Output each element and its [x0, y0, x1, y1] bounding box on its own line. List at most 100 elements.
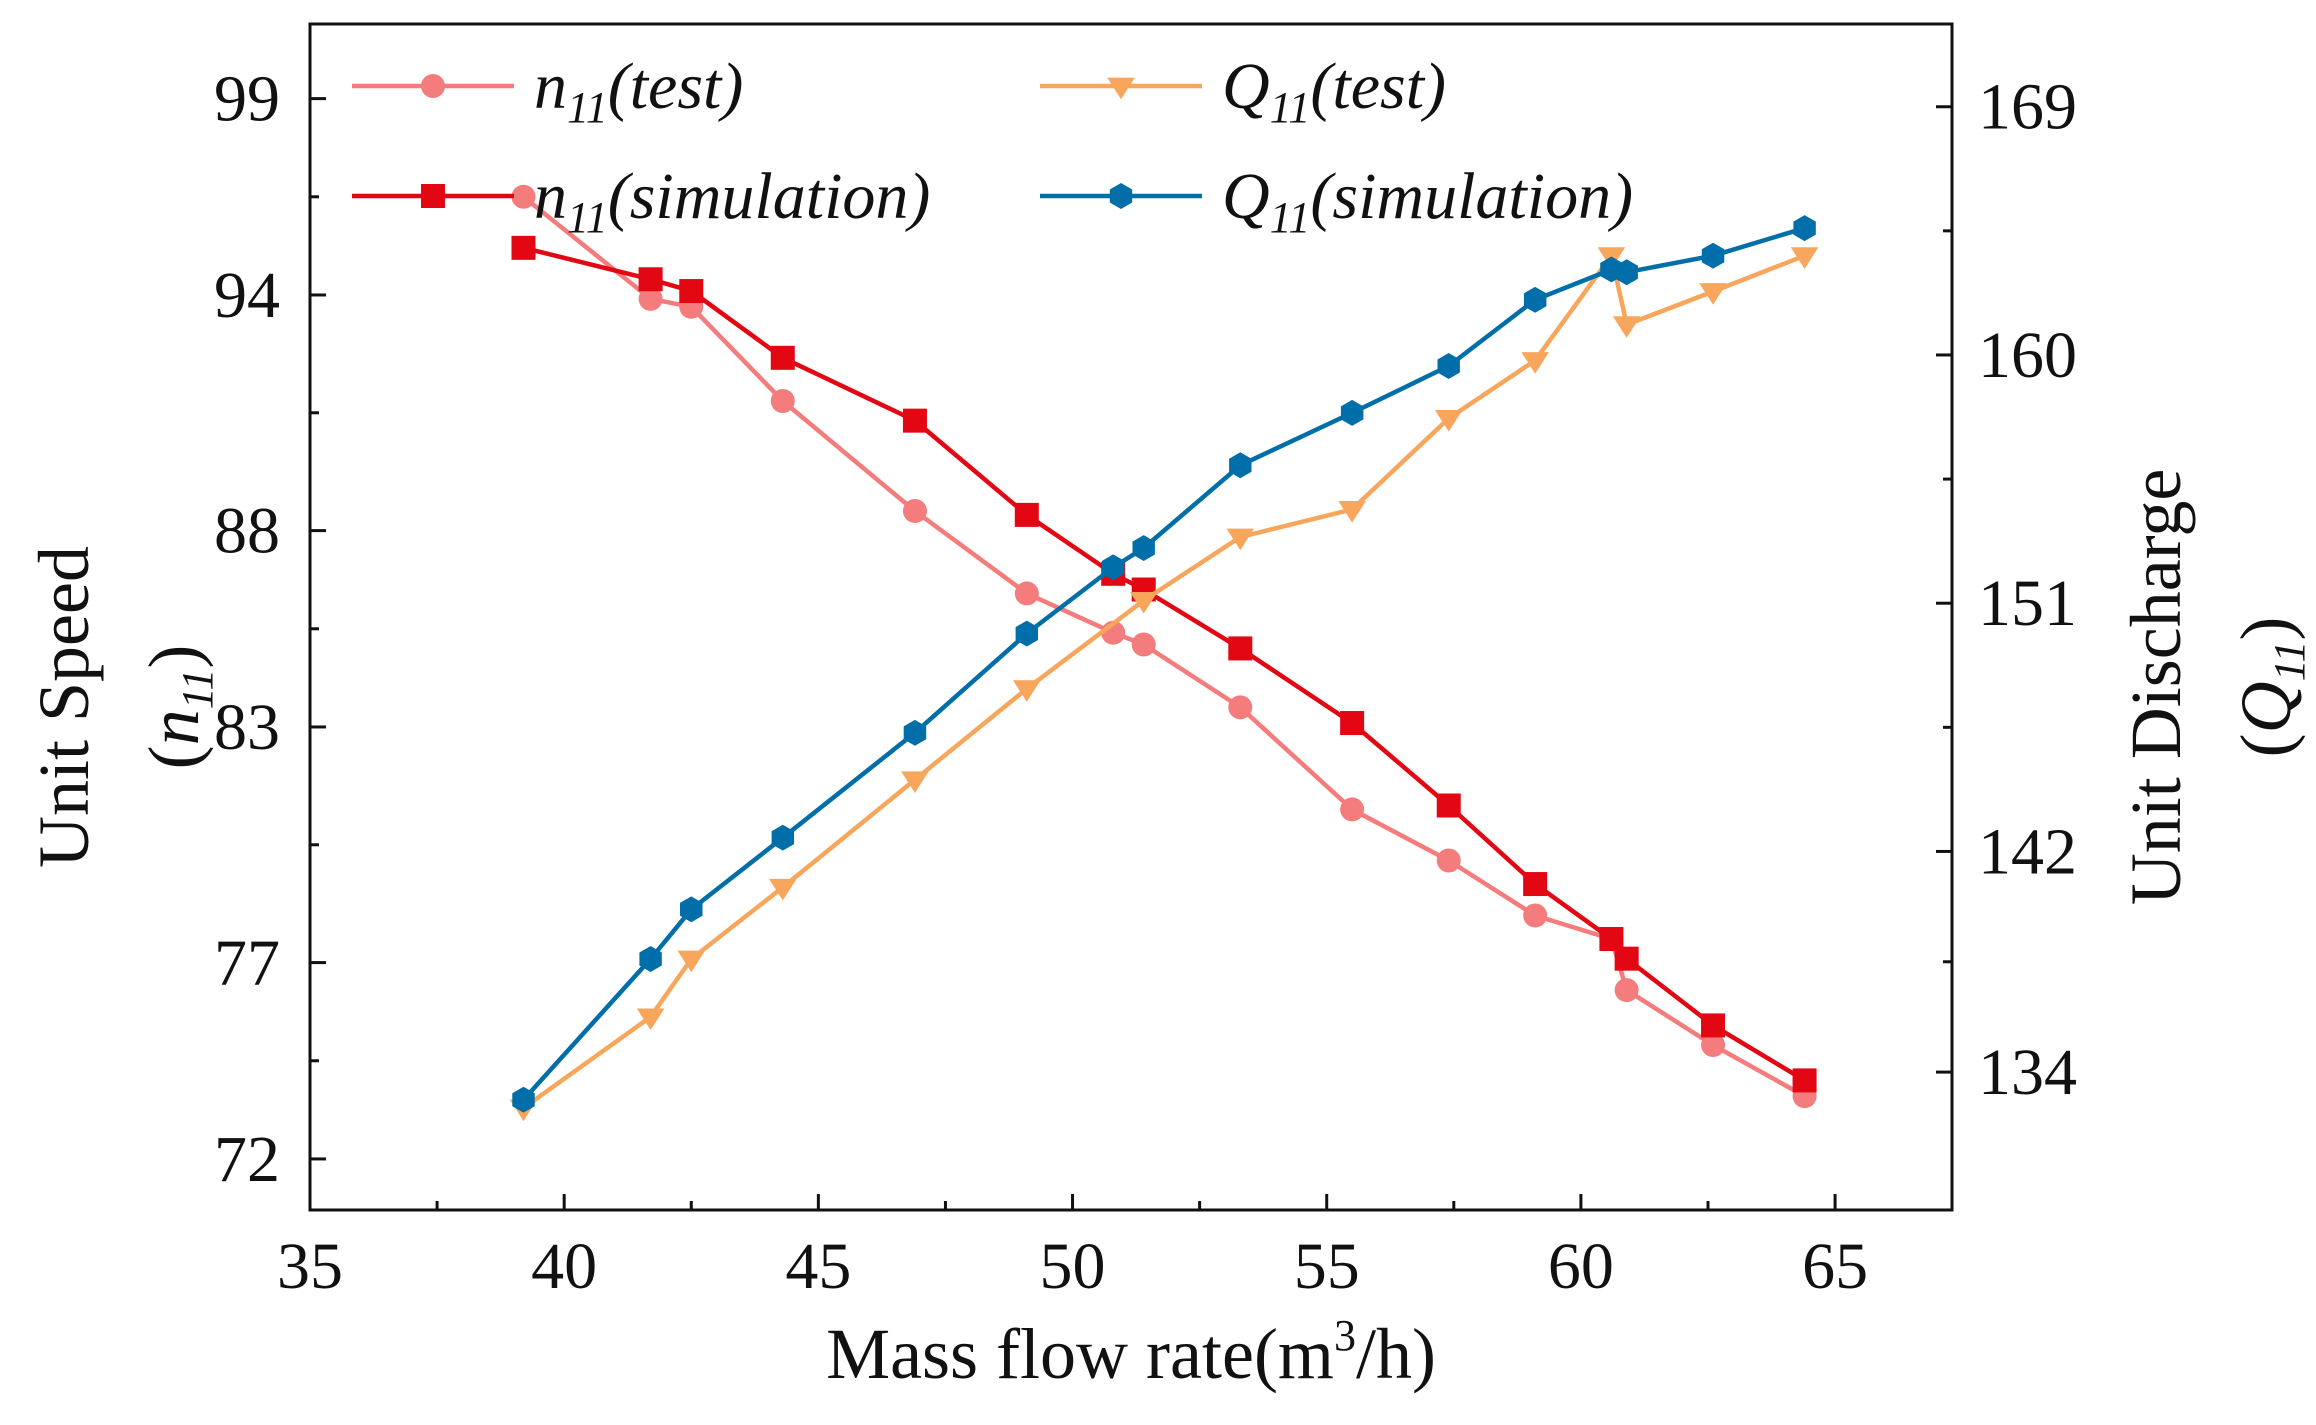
data-point [1228, 695, 1253, 720]
y-left-tick-label: 72 [214, 1123, 280, 1196]
x-tick-label: 60 [1548, 1230, 1614, 1303]
data-point [1340, 399, 1364, 426]
legend: n11(test) Q11(test) n11(simulation) Q11(sim… [352, 50, 1633, 242]
plot-frame [308, 22, 1954, 1212]
series-line [522, 253, 1806, 1110]
x-tick-label: 40 [531, 1230, 597, 1303]
series-n11-test- [511, 184, 1817, 1109]
x-tick-label: 45 [785, 1230, 851, 1303]
data-point [1226, 528, 1255, 551]
data-point [902, 498, 927, 523]
legend-label: n11(simulation) [534, 160, 930, 242]
data-point [679, 279, 704, 304]
data-point [902, 408, 927, 433]
data-point [1614, 946, 1639, 971]
data-point [1015, 620, 1038, 647]
y-right-tick-label: 134 [1978, 1036, 2077, 1109]
data-point [1523, 903, 1548, 928]
data-point [1436, 848, 1461, 873]
data-point [1340, 711, 1365, 736]
data-point [1792, 1068, 1817, 1093]
x-axis-title: Mass flow rate(m3/h) [826, 1311, 1436, 1394]
data-point [1132, 535, 1155, 561]
y-left-tick-label: 88 [214, 495, 280, 568]
data-point [1436, 793, 1461, 818]
series-line [522, 195, 1806, 1099]
data-point [1228, 636, 1253, 661]
legend-label: Q11(test) [1222, 50, 1446, 132]
data-point [1340, 797, 1365, 822]
y-right-axis-title: Unit Discharge [2116, 469, 2196, 906]
series-line [521, 225, 1806, 1102]
legend-marker [421, 74, 445, 98]
x-tick-label: 55 [1294, 1230, 1360, 1303]
y-right-tick-label: 151 [1978, 567, 2077, 640]
axes-group: 35 40 45 50 55 60 65 72 77 83 88 94 99 134 142 151 160 16… [214, 22, 2077, 1303]
series-q11-simulation- [512, 215, 1816, 1113]
y-right-tick-label: 169 [1978, 71, 2077, 144]
data-point [771, 824, 794, 851]
y-right-axis-symbol: (Q11) [2226, 617, 2314, 758]
legend-item: Q11(simulation) [1040, 160, 1633, 242]
data-point [1014, 581, 1039, 606]
data-point [638, 267, 663, 292]
data-point [1612, 316, 1641, 338]
data-point [1014, 502, 1039, 527]
data-point [901, 771, 929, 793]
data-point [636, 1008, 665, 1031]
data-point [1523, 872, 1548, 897]
legend-item: n11(test) [352, 50, 743, 132]
data-point [512, 1086, 535, 1113]
y-left-tick-label: 77 [214, 927, 280, 1000]
y-right-tick-label: 160 [1978, 319, 2077, 392]
y-left-axis-title: Unit Speed [24, 546, 104, 868]
data-point [639, 946, 662, 972]
legend-item: n11(simulation) [352, 160, 930, 242]
data-point [680, 896, 703, 923]
data-point [638, 286, 663, 311]
axis-titles: Mass flow rate(m3/h) Unit Speed (n11) Unit … [24, 469, 2314, 1394]
data-point [1793, 215, 1816, 242]
legend-marker [1107, 77, 1135, 100]
series-layer [509, 184, 1819, 1122]
data-point [677, 950, 706, 973]
data-point [770, 345, 795, 370]
data-point [1131, 632, 1156, 657]
y-right-tick-label: 142 [1978, 815, 2077, 888]
data-point [1701, 1013, 1726, 1038]
y-left-axis-symbol: (n11) [134, 645, 222, 770]
data-point [1701, 242, 1725, 269]
x-tick-label: 35 [277, 1230, 343, 1303]
data-point [1523, 286, 1547, 313]
data-point [1012, 680, 1041, 702]
data-point [1699, 283, 1727, 305]
x-tick-label: 65 [1802, 1230, 1868, 1303]
y-left-tick-label: 94 [214, 259, 280, 332]
data-point [770, 389, 795, 414]
data-point [1701, 1033, 1726, 1058]
data-point [1229, 452, 1252, 479]
data-point [1614, 978, 1639, 1003]
y-left-tick-label: 99 [214, 63, 280, 136]
data-point [1790, 247, 1819, 269]
series-n11-simulation- [511, 235, 1817, 1093]
legend-item: Q11(test) [1040, 50, 1446, 132]
data-point [1338, 501, 1366, 523]
series-line [522, 245, 1806, 1083]
data-point [1129, 592, 1158, 614]
data-point [1615, 259, 1638, 286]
data-point [1521, 352, 1549, 374]
legend-marker [1109, 183, 1133, 209]
data-point [1102, 554, 1125, 581]
data-point [768, 878, 797, 901]
y-left-tick-label: 83 [214, 691, 280, 764]
legend-marker [421, 184, 445, 208]
data-point [511, 184, 536, 209]
legend-label: Q11(simulation) [1222, 160, 1633, 242]
data-point [511, 235, 536, 260]
data-point [1434, 410, 1463, 432]
data-point [1437, 353, 1460, 379]
x-tick-label: 50 [1040, 1230, 1106, 1303]
legend-label: n11(test) [534, 50, 743, 132]
